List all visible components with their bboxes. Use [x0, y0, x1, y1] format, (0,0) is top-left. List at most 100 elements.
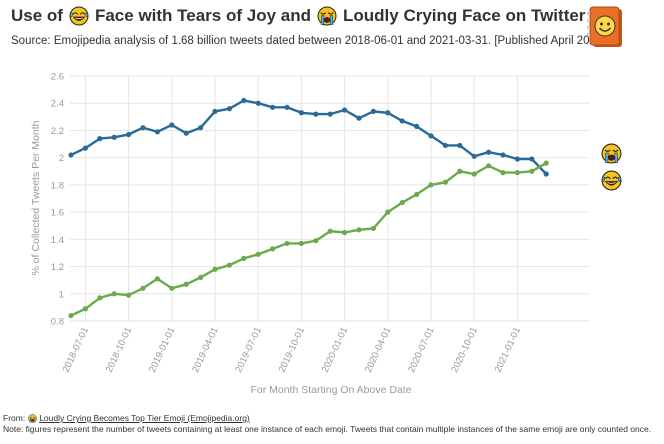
y-tick-label: 2.6 — [51, 72, 64, 83]
face-with-tears-of-joy-data-point — [169, 285, 175, 291]
y-axis-label: % of Collected Tweets Per Month — [30, 120, 42, 275]
face-with-tears-of-joy-data-point — [97, 295, 103, 301]
face-with-tears-of-joy-data-point — [255, 251, 261, 257]
legend-icons — [601, 143, 622, 191]
loudly-crying-face-data-point — [327, 111, 333, 117]
x-axis-label: For Month Starting On Above Date — [250, 384, 411, 396]
x-tick-label: 2020-07-01 — [406, 326, 437, 375]
loudly-crying-face-icon — [28, 414, 37, 423]
y-tick-label: 2.2 — [51, 126, 64, 137]
face-with-tears-of-joy-data-point — [212, 266, 218, 272]
face-with-tears-of-joy-icon — [601, 170, 622, 191]
face-with-tears-of-joy-data-point — [313, 238, 319, 244]
loudly-crying-face-data-point — [212, 108, 218, 114]
face-with-tears-of-joy-data-point — [514, 170, 521, 176]
face-with-tears-of-joy-data-point — [385, 209, 391, 215]
loudly-crying-face-data-point — [342, 107, 348, 113]
face-with-tears-of-joy-data-point — [298, 240, 304, 247]
title-part-2: Face with Tears of Joy and — [94, 6, 311, 25]
face-with-tears-of-joy-data-point — [270, 246, 276, 252]
loudly-crying-face-data-point — [241, 97, 247, 104]
loudly-crying-face-data-point — [97, 136, 103, 142]
loudly-crying-face-data-point — [514, 156, 521, 162]
loudly-crying-face-data-point — [284, 104, 290, 110]
face-with-tears-of-joy-data-point — [543, 160, 549, 166]
loudly-crying-face-data-point — [313, 111, 319, 117]
y-tick-label: 1.4 — [51, 235, 64, 246]
y-tick-label: 2 — [59, 153, 64, 164]
loudly-crying-face-data-point — [183, 130, 189, 136]
loudly-crying-face-data-point — [442, 142, 448, 149]
face-with-tears-of-joy-data-point — [471, 171, 477, 177]
title-part-3: Loudly Crying Face on Twitter — [343, 6, 586, 25]
loudly-crying-face-data-point — [82, 145, 88, 151]
y-tick-label: 1.8 — [51, 180, 64, 191]
footer: From: Loudly Crying Becomes Top Tier Emoj… — [3, 413, 651, 435]
face-with-tears-of-joy-data-point — [327, 228, 333, 234]
face-with-tears-of-joy-data-point — [241, 255, 247, 261]
y-tick-label: 0.8 — [51, 317, 64, 328]
loudly-crying-face-data-point — [298, 110, 304, 116]
face-with-tears-of-joy-data-point — [356, 227, 362, 233]
x-tick-label: 2019-04-01 — [190, 326, 221, 375]
x-tick-label: 2018-10-01 — [104, 326, 135, 375]
face-with-tears-of-joy-data-point — [414, 191, 420, 198]
loudly-crying-face-data-point — [68, 152, 74, 158]
x-tick-label: 2019-01-01 — [147, 326, 178, 375]
face-with-tears-of-joy-data-point — [154, 276, 160, 282]
loudly-crying-face-data-point — [414, 123, 420, 129]
emojipedia-logo-icon — [587, 6, 622, 47]
x-tick-label: 2020-01-01 — [320, 326, 351, 375]
loudly-crying-face-data-point — [169, 122, 175, 128]
y-tick-label: 1.6 — [51, 208, 64, 219]
loudly-crying-face-data-point — [471, 153, 477, 159]
footer-prefix: From: — [3, 413, 26, 423]
loudly-crying-face-data-point — [198, 125, 204, 131]
x-tick-label: 2020-04-01 — [363, 326, 394, 375]
loudly-crying-face-data-point — [385, 110, 391, 116]
loudly-crying-face-data-point — [529, 156, 535, 162]
face-with-tears-of-joy-data-point — [140, 285, 146, 291]
loudly-crying-face-data-point — [356, 115, 362, 121]
loudly-crying-face-data-point — [270, 104, 276, 110]
x-tick-label: 2019-07-01 — [233, 326, 264, 375]
face-with-tears-of-joy-data-point — [442, 179, 448, 185]
face-with-tears-of-joy-data-point — [399, 199, 405, 206]
face-with-tears-of-joy-data-point — [370, 225, 376, 232]
face-with-tears-of-joy-data-point — [457, 168, 463, 174]
source-link[interactable]: Loudly Crying Becomes Top Tier Emoji (Em… — [39, 413, 250, 423]
loudly-crying-face-data-point — [543, 171, 549, 177]
y-tick-label: 1.2 — [51, 262, 64, 273]
face-with-tears-of-joy-data-point — [126, 292, 132, 298]
footer-note: Note: figures represent the number of tw… — [3, 424, 652, 434]
face-with-tears-of-joy-series-line — [70, 162, 547, 317]
y-tick-labels: 0.8 1 1.2 1.4 1.6 1.8 2 2.2 2.4 2.6 — [51, 72, 64, 328]
face-with-tears-of-joy-data-point — [198, 274, 204, 281]
loudly-crying-face-data-point — [457, 142, 463, 149]
loudly-crying-face-data-point — [140, 125, 146, 131]
loudly-crying-face-series-line — [70, 99, 548, 175]
chart-subtitle: Source: Emojipedia analysis of 1.68 bill… — [11, 35, 606, 47]
y-tick-label: 1 — [59, 289, 64, 300]
face-with-tears-of-joy-data-point — [500, 170, 506, 176]
face-with-tears-of-joy-data-point — [111, 291, 117, 297]
loudly-crying-face-data-point — [255, 100, 261, 106]
x-tick-label: 2021-01-01 — [493, 326, 524, 375]
loudly-crying-face-data-point — [154, 129, 160, 135]
face-with-tears-of-joy-data-point — [284, 240, 290, 247]
face-with-tears-of-joy-data-point — [82, 306, 88, 312]
loudly-crying-face-data-point — [370, 108, 376, 114]
footer-source-line: From: Loudly Crying Becomes Top Tier Emoj… — [3, 413, 651, 424]
face-with-tears-of-joy-data-point — [486, 163, 492, 169]
title-part-1: Use of — [11, 6, 63, 25]
face-with-tears-of-joy-data-point — [226, 262, 232, 268]
x-tick-labels: 2018-07-01 2018-10-01 2019-01-01 2019-04-01… — [61, 326, 524, 375]
face-with-tears-of-joy-data-point — [342, 229, 348, 236]
face-with-tears-of-joy-data-point — [183, 281, 189, 287]
x-tick-label: 2019-10-01 — [277, 326, 308, 375]
loudly-crying-face-data-point — [126, 131, 132, 138]
face-with-tears-of-joy-data-point — [529, 168, 535, 174]
chart-title: Use of Face with Tears of Joy and Loudly… — [11, 6, 585, 26]
series-lines — [68, 97, 549, 319]
